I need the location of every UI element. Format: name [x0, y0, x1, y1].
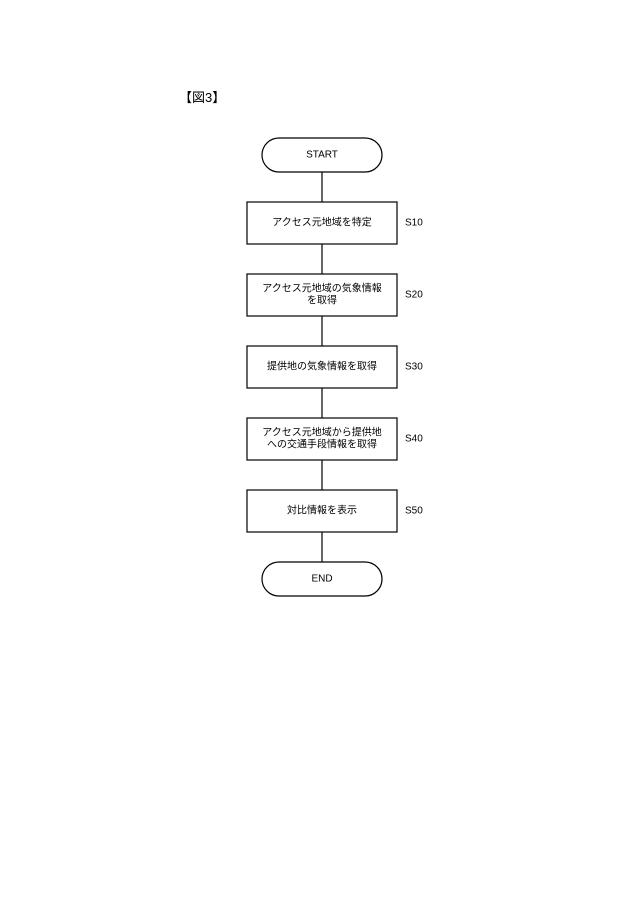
node-text-s30: 提供地の気象情報を取得: [267, 360, 377, 373]
node-text-s20: を取得: [307, 295, 337, 307]
node-text-s20: アクセス元地域の気象情報: [262, 282, 382, 295]
flowchart-container: START アクセス元地域を特定 S10 アクセス元地域の気象情報を取得 S20 提供地の…: [230, 130, 490, 625]
step-label-s30: S30: [405, 362, 423, 373]
node-text-s40: アクセス元地域から提供地: [262, 426, 382, 439]
step-label-s10: S10: [405, 218, 423, 229]
node-text-s10: アクセス元地域を特定: [272, 216, 372, 229]
flowchart-svg: START アクセス元地域を特定 S10 アクセス元地域の気象情報を取得 S20 提供地の…: [230, 130, 490, 620]
node-text-end: END: [311, 574, 332, 585]
figure-label: 【図3】: [179, 87, 225, 106]
step-label-s50: S50: [405, 506, 423, 517]
node-text-s50: 対比情報を表示: [287, 504, 357, 517]
node-text-start: START: [306, 150, 338, 161]
step-label-s20: S20: [405, 290, 423, 301]
step-label-s40: S40: [405, 434, 423, 445]
node-text-s40: への交通手段情報を取得: [267, 438, 377, 451]
